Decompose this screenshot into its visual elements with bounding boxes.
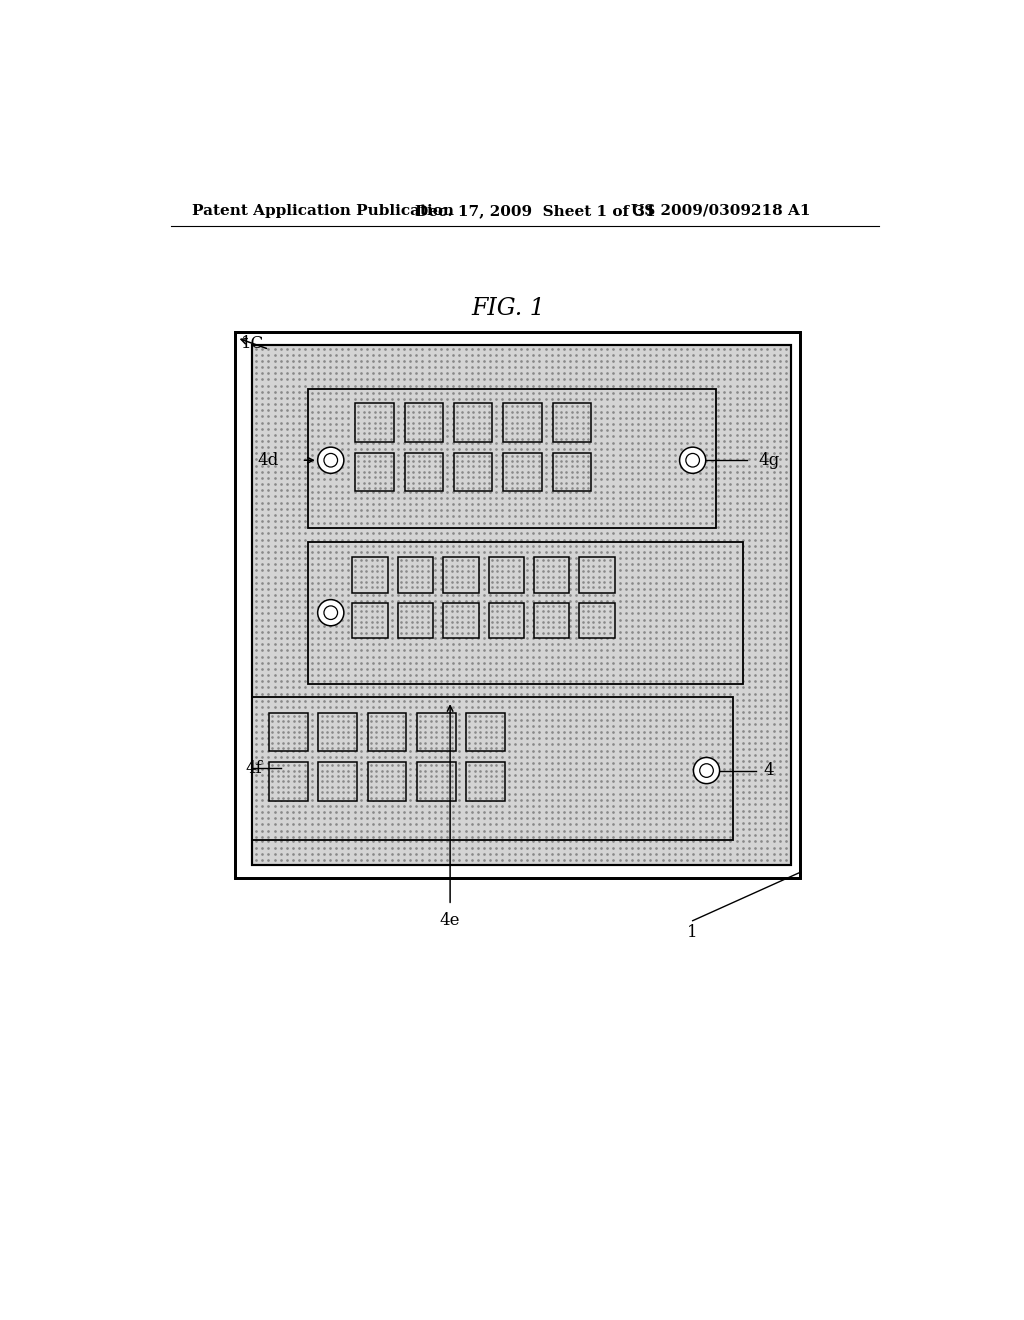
Circle shape [317, 599, 344, 626]
Text: 4: 4 [764, 762, 774, 779]
Bar [307, 543, 742, 684]
Bar [488, 603, 524, 638]
Bar [269, 713, 307, 751]
Bar [466, 713, 505, 751]
Bar [355, 453, 394, 491]
Text: 4f: 4f [246, 760, 262, 776]
Bar [318, 713, 357, 751]
Bar [252, 345, 792, 866]
Text: US 2009/0309218 A1: US 2009/0309218 A1 [631, 203, 811, 218]
Bar [234, 331, 801, 878]
Bar [503, 404, 542, 442]
Bar [535, 557, 569, 593]
Bar [352, 603, 388, 638]
Bar [368, 762, 407, 800]
Bar [553, 404, 591, 442]
Bar [443, 557, 478, 593]
Bar [454, 453, 493, 491]
Circle shape [680, 447, 706, 474]
Text: 4d: 4d [257, 451, 279, 469]
Text: 1: 1 [687, 924, 698, 941]
Text: Dec. 17, 2009  Sheet 1 of 31: Dec. 17, 2009 Sheet 1 of 31 [416, 203, 656, 218]
Bar [397, 603, 433, 638]
Circle shape [324, 606, 338, 619]
Bar [355, 404, 394, 442]
Bar [443, 603, 478, 638]
Bar [404, 453, 443, 491]
Bar [488, 557, 524, 593]
Circle shape [324, 454, 338, 467]
Text: 4g: 4g [758, 451, 779, 469]
Bar [417, 713, 456, 751]
Bar [397, 557, 433, 593]
Bar [368, 713, 407, 751]
Text: Patent Application Publication: Patent Application Publication [193, 203, 455, 218]
Bar [318, 762, 357, 800]
Text: FIG. 1: FIG. 1 [471, 297, 545, 319]
Bar [269, 762, 307, 800]
Text: 1C: 1C [241, 335, 264, 351]
Circle shape [686, 454, 699, 467]
Circle shape [317, 447, 344, 474]
Bar [580, 557, 614, 593]
Circle shape [693, 758, 720, 784]
Bar [553, 453, 591, 491]
Bar [234, 331, 801, 878]
Bar [352, 557, 388, 593]
Circle shape [699, 764, 714, 777]
Bar [580, 603, 614, 638]
Bar [252, 697, 733, 840]
Bar [417, 762, 456, 800]
Bar [466, 762, 505, 800]
Bar [454, 404, 493, 442]
Bar [503, 453, 542, 491]
Bar [535, 603, 569, 638]
Bar [252, 345, 792, 866]
Bar [404, 404, 443, 442]
Bar [307, 389, 716, 528]
Text: 4e: 4e [440, 912, 461, 929]
